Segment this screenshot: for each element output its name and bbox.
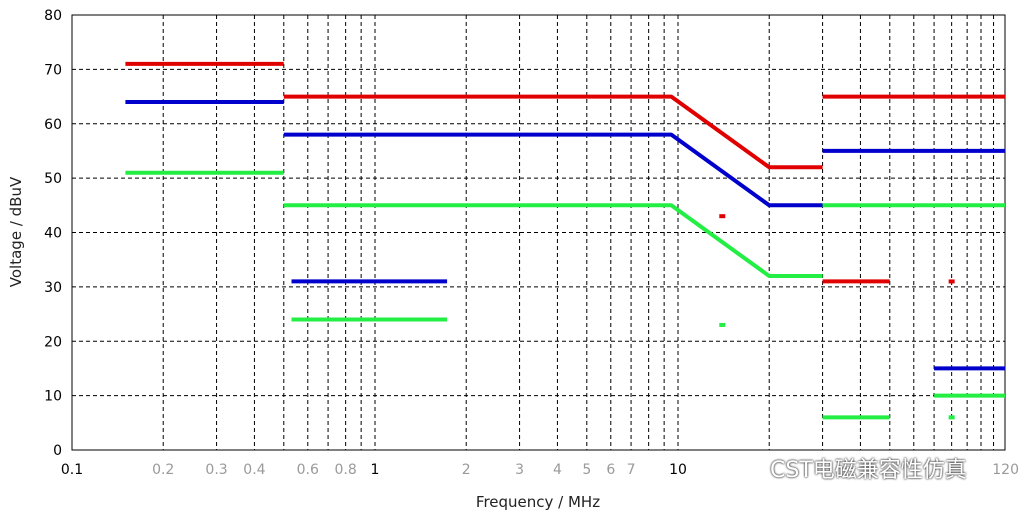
- wechat-icon: [738, 457, 764, 478]
- y-tick-label: 40: [44, 226, 62, 242]
- x-tick-label: 0.1: [61, 462, 83, 478]
- x-tick-label: 0.4: [243, 462, 265, 478]
- data-point: [719, 322, 726, 327]
- x-axis-title: Frequency / MHz: [476, 493, 600, 511]
- x-tick-label: 7: [627, 462, 636, 478]
- series-line: [283, 203, 823, 278]
- series-2: [125, 170, 1005, 420]
- series-0: [125, 61, 1005, 284]
- y-tick-label: 70: [44, 62, 62, 78]
- watermark: CST电磁兼容性仿真: [738, 452, 967, 484]
- x-tick-label: 1: [371, 462, 380, 478]
- y-tick-labels: 0 10 20 30 40 50 60 70 80: [44, 8, 62, 459]
- x-tick-label: 0.8: [335, 462, 357, 478]
- watermark-text: CST电磁兼容性仿真: [770, 458, 967, 483]
- series-1: [125, 100, 1005, 371]
- y-tick-label: 0: [53, 443, 62, 459]
- data-point: [719, 214, 726, 219]
- x-tick-label: 0.6: [297, 462, 319, 478]
- x-tick-label: 3: [515, 462, 524, 478]
- x-tick-label: 10: [669, 462, 687, 478]
- y-tick-label: 80: [44, 8, 62, 24]
- series-line: [283, 94, 823, 170]
- x-tick-label: 6: [606, 462, 615, 478]
- x-tick-labels: 0.1 0.2 0.3 0.4 0.6 0.8 1 2 3 4 5 6 7 10 120: [61, 462, 1019, 478]
- x-tick-label: 4: [553, 462, 562, 478]
- x-tick-label: 0.3: [205, 462, 227, 478]
- y-axis-title: Voltage / dBuV: [7, 176, 25, 287]
- y-tick-label: 20: [44, 334, 62, 350]
- x-tick-label: 2: [462, 462, 471, 478]
- series-group: [125, 61, 1005, 420]
- x-tick-label: 0.2: [152, 462, 174, 478]
- y-tick-label: 50: [44, 171, 62, 187]
- y-tick-label: 60: [44, 117, 62, 133]
- x-tick-label: 120: [992, 462, 1019, 478]
- y-tick-label: 30: [44, 280, 62, 296]
- x-tick-label: 5: [582, 462, 591, 478]
- grid: [72, 15, 1005, 450]
- data-point: [948, 279, 955, 284]
- y-tick-label: 10: [44, 389, 62, 405]
- plot-frame: [71, 14, 1006, 451]
- series-line: [283, 132, 823, 208]
- data-point: [948, 415, 955, 420]
